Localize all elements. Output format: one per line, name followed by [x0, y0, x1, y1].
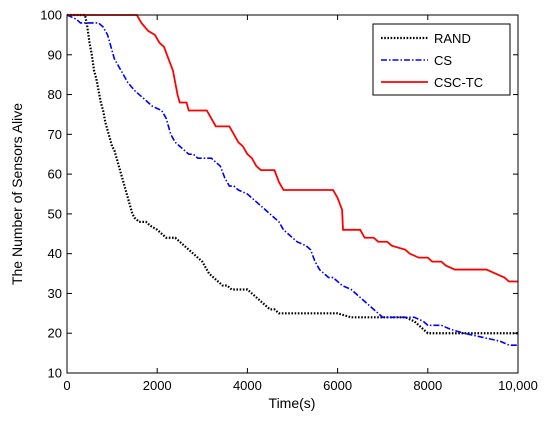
series-layer	[66, 13, 518, 346]
x-tick-label: 4000	[233, 378, 262, 393]
x-tick-label: 6000	[323, 378, 352, 393]
y-tick-label: 10	[48, 366, 62, 381]
legend-label: RAND	[434, 31, 471, 46]
y-tick-label: 30	[48, 286, 62, 301]
y-tick-label: 90	[48, 47, 62, 62]
x-tick-label: 2000	[143, 378, 172, 393]
series-line-csc-tc	[67, 14, 518, 283]
y-tick-label: 40	[48, 246, 62, 261]
y-tick-label: 100	[40, 8, 62, 23]
y-tick-label: 60	[48, 167, 62, 182]
legend-label: CSC-TC	[434, 75, 483, 90]
y-tick-label: 20	[48, 326, 62, 341]
x-tick-label: 10,000	[498, 378, 538, 393]
x-tick-label: 8000	[413, 378, 442, 393]
x-tick-label: 0	[63, 378, 70, 393]
ticks-layer: 0 2000 4000 6000 8000 10,000 10 20 30 40 50 60 70 80 9…	[40, 8, 538, 394]
legend-label: CS	[434, 53, 452, 68]
y-tick-label: 80	[48, 87, 62, 102]
x-axis-title: Time(s)	[269, 395, 316, 411]
y-tick-label: 70	[48, 127, 62, 142]
plot-frame	[66, 14, 519, 374]
y-tick-label: 50	[48, 206, 62, 221]
series-line-cs	[66, 14, 518, 346]
series-line-rand	[67, 13, 518, 335]
y-axis-title: The Number of Sensors Alive	[9, 103, 25, 285]
legend: RAND CS CSC-TC	[372, 23, 511, 96]
